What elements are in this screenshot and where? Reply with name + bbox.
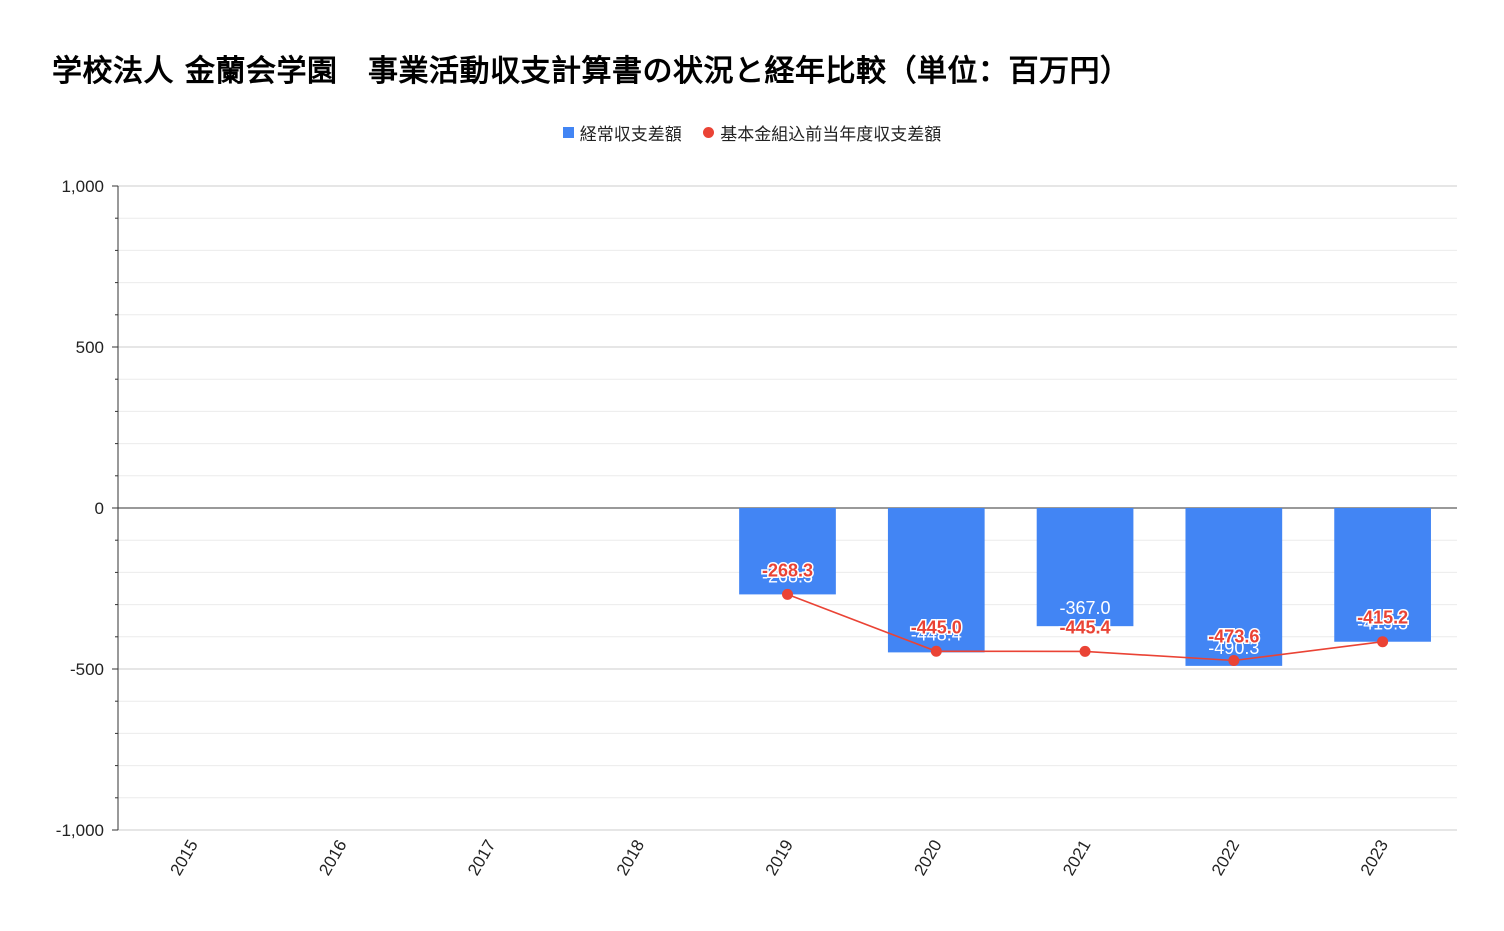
bar-data-label: -268.3	[762, 566, 813, 586]
y-tick-label: -500	[70, 660, 104, 679]
bar-data-label: -448.4	[911, 624, 962, 644]
bar	[1185, 508, 1283, 666]
line-point	[1228, 654, 1240, 666]
line-data-label: -445.4	[1060, 617, 1111, 637]
line-data-label: -473.6	[1208, 626, 1259, 646]
line-point	[930, 645, 942, 657]
legend: 経常収支差額 基本金組込前当年度収支差額	[0, 120, 1504, 145]
legend-label-line: 基本金組込前当年度収支差額	[720, 125, 942, 145]
x-tick-label: 2023	[1357, 837, 1392, 879]
y-tick-label: 500	[76, 338, 104, 357]
chart-title: 学校法人 金蘭会学園 事業活動収支計算書の状況と経年比較（単位：百万円）	[52, 54, 1131, 89]
line-data-label: -445.0	[911, 617, 962, 637]
legend-item-bar: 経常収支差額	[562, 120, 682, 145]
line-point	[1377, 636, 1389, 648]
x-tick-label: 2021	[1059, 837, 1094, 879]
bar	[1334, 508, 1431, 642]
bar-data-label: -367.0	[1060, 598, 1111, 618]
x-tick-label: 2018	[613, 837, 648, 879]
x-tick-label: 2017	[464, 837, 499, 879]
x-tick-label: 2016	[315, 837, 350, 879]
legend-label-bar: 経常収支差額	[579, 125, 682, 145]
line-point	[782, 588, 793, 600]
bar-data-label: -490.3	[1208, 638, 1259, 658]
bar	[1036, 508, 1134, 627]
y-tick-label: -1,000	[56, 821, 104, 840]
legend-swatch-bar	[562, 127, 574, 138]
line-data-label: -415.2	[1357, 608, 1408, 628]
x-tick-label: 2020	[910, 837, 945, 879]
x-tick-label: 2019	[762, 837, 797, 879]
y-tick-label: 1,000	[61, 177, 104, 196]
x-tick-label: 2015	[166, 837, 201, 879]
y-tick-label: 0	[95, 499, 104, 518]
bar	[739, 508, 836, 595]
bar-data-label: -415.3	[1357, 614, 1408, 634]
line-point	[1079, 645, 1091, 657]
line-data-label: -268.3	[762, 560, 813, 580]
legend-swatch-line	[703, 127, 715, 138]
legend-item-line: 基本金組込前当年度収支差額	[703, 120, 941, 145]
bar	[887, 508, 985, 653]
x-tick-label: 2022	[1208, 837, 1243, 879]
